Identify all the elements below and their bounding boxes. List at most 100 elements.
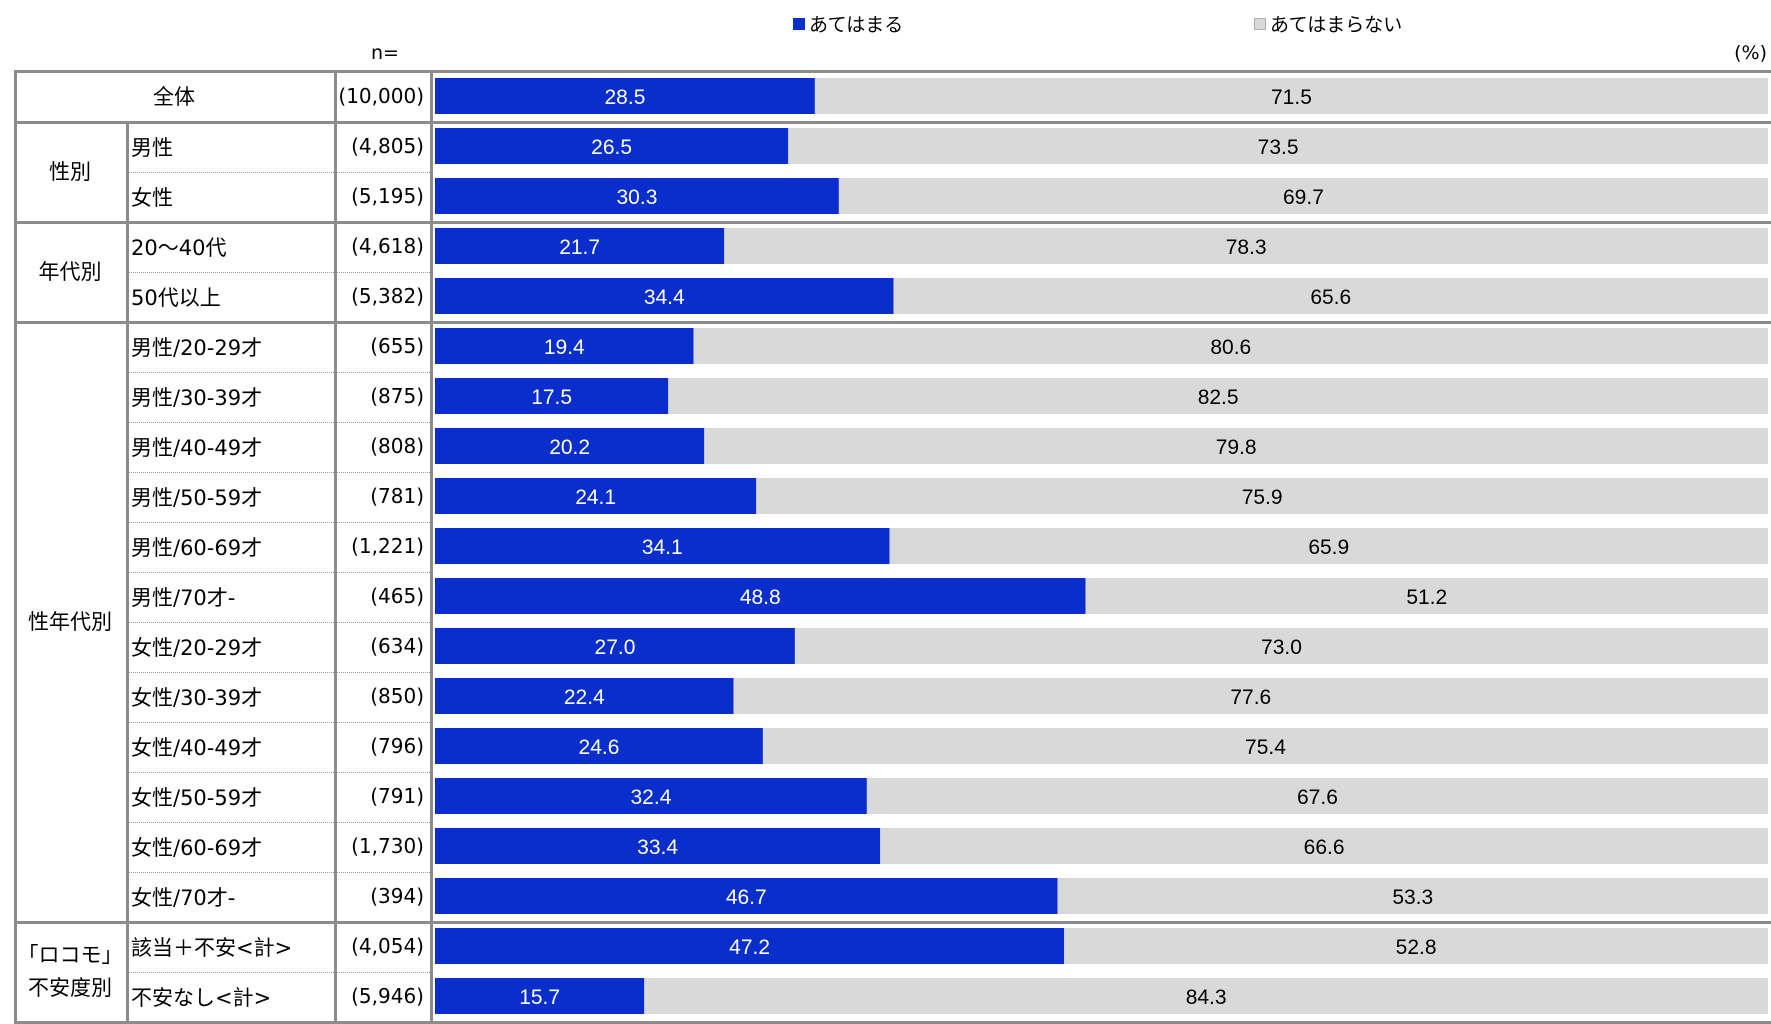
data-label-yes: 26.5 xyxy=(591,136,632,159)
row-n: (394) xyxy=(370,884,424,908)
legend-label-no: あてはまらない xyxy=(1270,14,1403,36)
row-divider xyxy=(126,422,430,423)
table-left-border xyxy=(14,70,17,1022)
data-label-no: 51.2 xyxy=(1406,586,1447,609)
bar-segment-no xyxy=(762,728,1768,764)
row-divider xyxy=(126,522,430,523)
row-divider xyxy=(126,872,430,873)
data-label-no: 65.6 xyxy=(1310,286,1351,309)
data-label-yes: 48.8 xyxy=(740,586,781,609)
legend-label-yes: あてはまる xyxy=(809,14,904,36)
row-label: 男性/40-49才 xyxy=(131,436,263,460)
row-divider xyxy=(126,172,430,173)
group-label: 性年代別 xyxy=(28,609,112,634)
bar-segment-no xyxy=(814,78,1768,114)
data-label-yes: 21.7 xyxy=(559,236,600,259)
row-n: (5,382) xyxy=(351,284,424,308)
row-n: (791) xyxy=(370,784,424,808)
bar-segment-no xyxy=(693,328,1768,364)
bar-segment-yes xyxy=(435,878,1058,914)
group-divider xyxy=(14,921,1771,924)
row-n: (781) xyxy=(370,484,424,508)
row-n: (634) xyxy=(370,634,424,658)
bar-segment-no xyxy=(866,778,1768,814)
bar-segment-no xyxy=(838,178,1768,214)
row-divider xyxy=(126,272,430,273)
row-label: 男性 xyxy=(131,136,173,160)
column-divider xyxy=(334,70,337,1022)
row-divider xyxy=(126,672,430,673)
group-divider xyxy=(14,221,1771,224)
data-label-no: 75.9 xyxy=(1242,486,1283,509)
legend-swatch-no xyxy=(1254,17,1266,30)
data-label-no: 84.3 xyxy=(1186,986,1227,1009)
data-label-yes: 24.6 xyxy=(579,736,620,759)
row-label: 男性/70才- xyxy=(131,586,236,610)
data-label-yes: 46.7 xyxy=(726,886,767,909)
row-n: (875) xyxy=(370,384,424,408)
bar-segment-no xyxy=(704,428,1768,464)
row-divider xyxy=(126,972,430,973)
bar-segment-no xyxy=(724,228,1768,264)
data-label-no: 73.5 xyxy=(1258,136,1299,159)
bar-segment-yes xyxy=(435,478,757,514)
bar-segment-yes xyxy=(435,778,867,814)
column-divider xyxy=(126,922,129,1022)
column-divider xyxy=(126,122,129,222)
data-label-yes: 24.1 xyxy=(575,486,616,509)
data-label-no: 65.9 xyxy=(1308,536,1349,559)
data-label-no: 80.6 xyxy=(1210,336,1251,359)
data-label-yes: 33.4 xyxy=(637,836,678,859)
row-label: 男性/30-39才 xyxy=(131,386,263,410)
data-label-no: 71.5 xyxy=(1271,86,1312,109)
bar-segment-yes xyxy=(435,278,894,314)
group-divider xyxy=(14,121,1771,124)
row-n: (5,195) xyxy=(351,184,424,208)
row-n: (655) xyxy=(370,334,424,358)
row-n: (796) xyxy=(370,734,424,758)
bar-segment-no xyxy=(733,678,1768,714)
group-label: 性別 xyxy=(49,159,91,184)
row-label: 女性/30-39才 xyxy=(131,686,263,710)
row-n: (5,946) xyxy=(351,984,424,1008)
row-label: 女性/40-49才 xyxy=(131,736,263,760)
row-label: 女性/20-29才 xyxy=(131,636,263,660)
data-label-no: 67.6 xyxy=(1297,786,1338,809)
data-label-yes: 34.1 xyxy=(642,536,683,559)
data-label-no: 79.8 xyxy=(1216,436,1257,459)
bar-segment-no xyxy=(880,828,1768,864)
row-n: (4,618) xyxy=(351,234,424,258)
row-n: (808) xyxy=(370,434,424,458)
data-label-yes: 47.2 xyxy=(729,936,770,959)
row-divider xyxy=(126,372,430,373)
row-divider xyxy=(126,822,430,823)
n-column-header: n= xyxy=(371,42,399,64)
bar-segment-no xyxy=(889,528,1768,564)
bar-segment-no xyxy=(668,378,1768,414)
bar-segment-no xyxy=(756,478,1768,514)
data-label-no: 77.6 xyxy=(1230,686,1271,709)
row-label: 女性 xyxy=(131,186,173,210)
bar-segment-yes xyxy=(435,378,669,414)
bar-segment-yes xyxy=(435,828,881,864)
data-label-no: 75.4 xyxy=(1245,736,1286,759)
row-n: (4,805) xyxy=(351,134,424,158)
row-n: (1,730) xyxy=(351,834,424,858)
data-label-yes: 22.4 xyxy=(564,686,605,709)
data-label-yes: 32.4 xyxy=(631,786,672,809)
data-label-yes: 15.7 xyxy=(519,986,560,1009)
row-divider xyxy=(126,722,430,723)
bar-segment-yes xyxy=(435,628,795,664)
bar-segment-no xyxy=(1064,928,1768,964)
data-label-no: 52.8 xyxy=(1396,936,1437,959)
data-label-yes: 27.0 xyxy=(595,636,636,659)
bar-segment-no xyxy=(644,978,1768,1014)
data-label-yes: 19.4 xyxy=(544,336,585,359)
data-label-no: 82.5 xyxy=(1198,386,1239,409)
column-divider xyxy=(126,322,129,922)
bar-segment-yes xyxy=(435,328,694,364)
bar-segment-yes xyxy=(435,78,815,114)
table-top-border xyxy=(14,70,1771,73)
row-n: (1,221) xyxy=(351,534,424,558)
data-label-no: 69.7 xyxy=(1283,186,1324,209)
